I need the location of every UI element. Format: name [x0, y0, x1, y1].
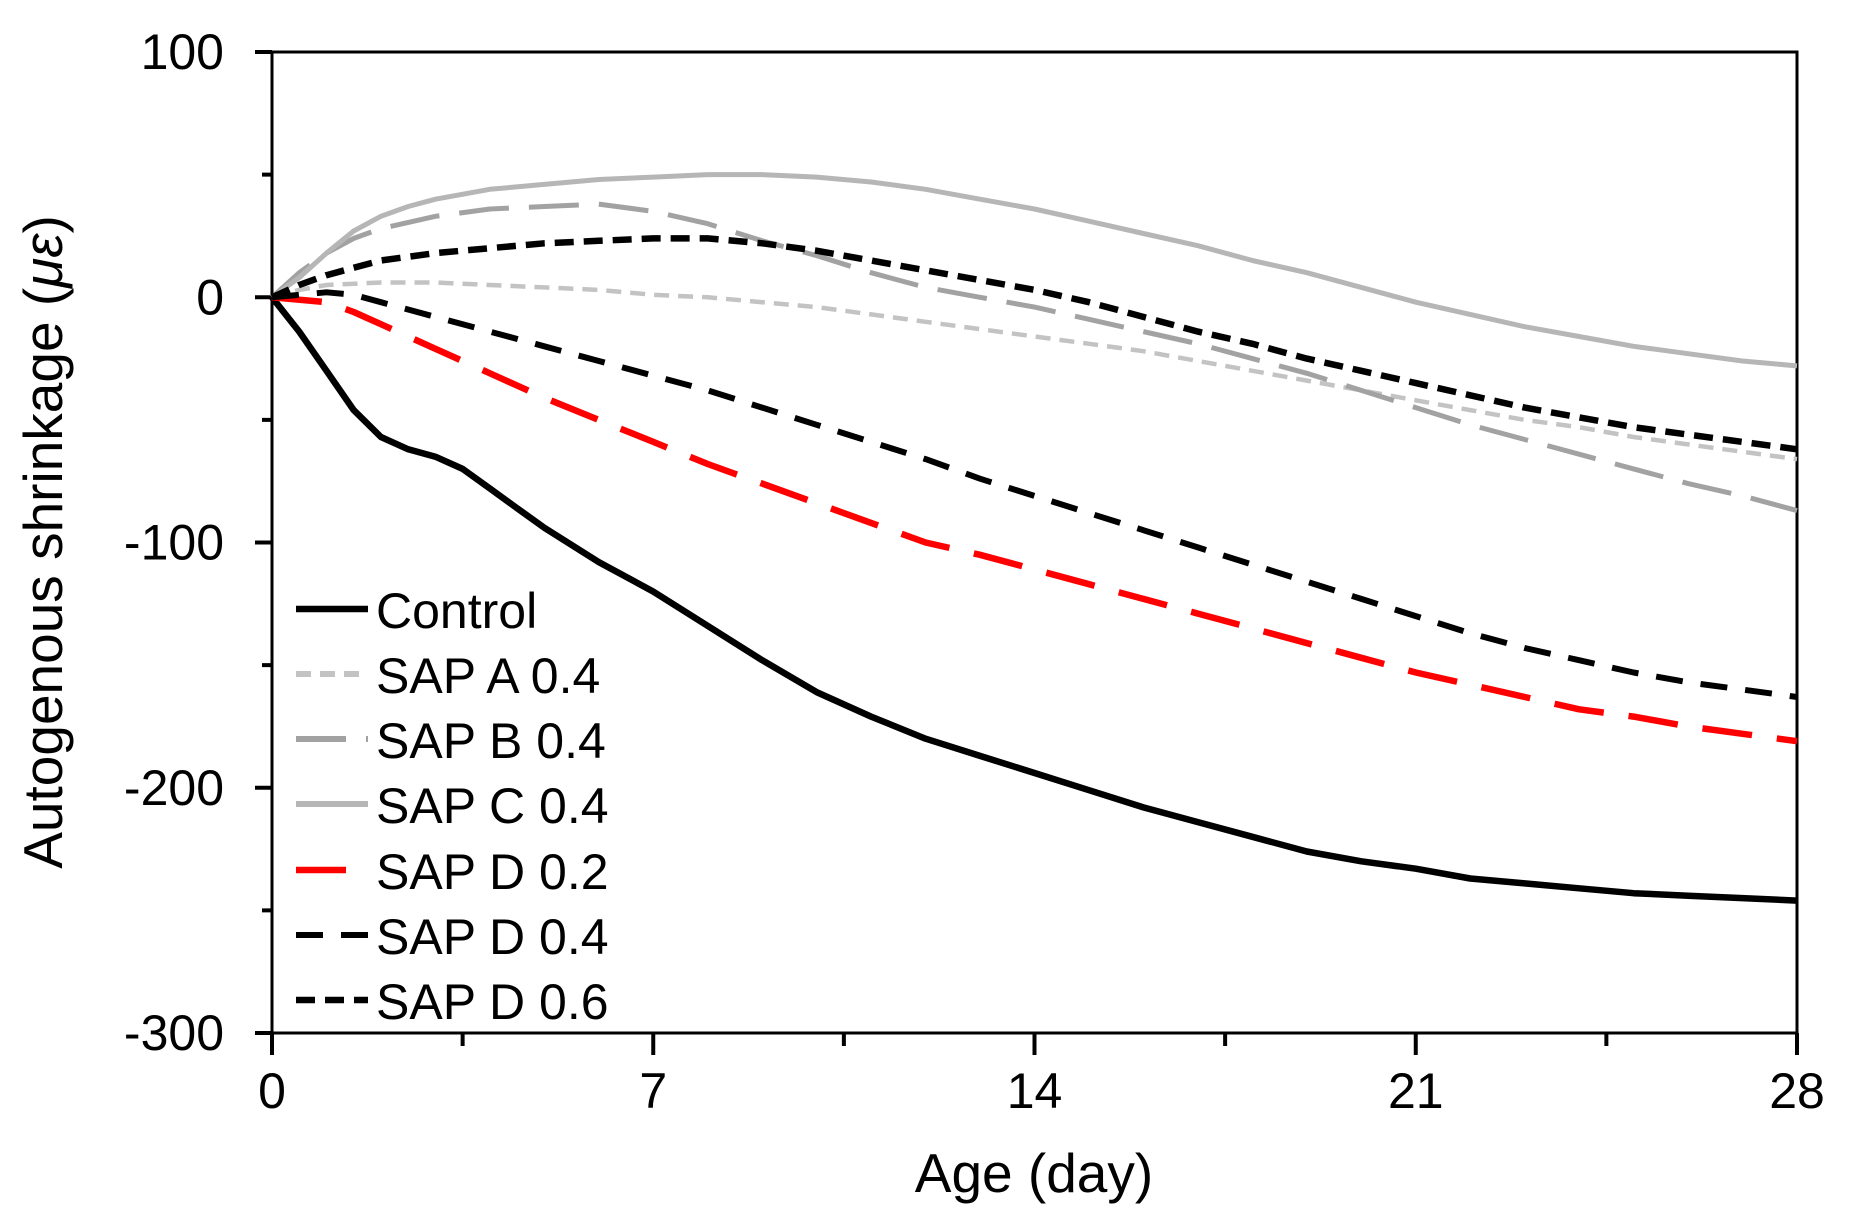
legend-label-sap-d-06: SAP D 0.6	[376, 974, 609, 1030]
series-line-sap-c-04	[270, 172, 1798, 369]
legend-row-control: Control	[296, 583, 537, 639]
legend-label-sap-d-02: SAP D 0.2	[376, 844, 609, 900]
x-tick-label: 0	[258, 1063, 286, 1119]
legend-row-sap-b-04: SAP B 0.4	[296, 713, 606, 769]
series-line-sap-d-06	[270, 235, 1798, 453]
legend-row-sap-d-02: SAP D 0.2	[296, 844, 609, 900]
y-axis-ticks: 100 0 -100 -200 -300	[124, 24, 272, 1061]
y-axis-title: Autogenous shrinkage (με)	[12, 215, 74, 869]
series-line-sap-d-02	[271, 294, 1798, 745]
x-axis-ticks: 0 7 14 21 28	[258, 1033, 1825, 1119]
legend: Control SAP A 0.4 SAP B 0.4 SAP C 0.4 SA…	[296, 583, 609, 1030]
y-tick-label: -200	[124, 760, 224, 816]
series-curves	[269, 172, 1798, 904]
legend-row-sap-d-04: SAP D 0.4	[296, 909, 609, 965]
legend-label-control: Control	[376, 583, 537, 639]
legend-label-sap-a-04: SAP A 0.4	[376, 648, 600, 704]
legend-label-sap-b-04: SAP B 0.4	[376, 713, 606, 769]
y-tick-label: -300	[124, 1005, 224, 1061]
x-tick-label: 21	[1388, 1063, 1444, 1119]
y-tick-label: -100	[124, 515, 224, 571]
y-tick-label: 0	[196, 269, 224, 325]
legend-row-sap-d-06: SAP D 0.6	[296, 974, 609, 1030]
y-tick-label: 100	[141, 24, 224, 80]
series-line-control	[269, 295, 1798, 904]
series-line-sap-a-04	[271, 280, 1798, 462]
x-tick-label: 28	[1769, 1063, 1825, 1119]
series-line-sap-b-04	[270, 201, 1798, 514]
series-line-sap-d-04	[271, 289, 1798, 700]
legend-row-sap-c-04: SAP C 0.4	[296, 778, 609, 834]
x-tick-label: 14	[1007, 1063, 1063, 1119]
legend-label-sap-d-04: SAP D 0.4	[376, 909, 609, 965]
x-tick-label: 7	[639, 1063, 667, 1119]
x-axis-title: Age (day)	[915, 1142, 1153, 1204]
legend-label-sap-c-04: SAP C 0.4	[376, 778, 609, 834]
legend-row-sap-a-04: SAP A 0.4	[296, 648, 600, 704]
